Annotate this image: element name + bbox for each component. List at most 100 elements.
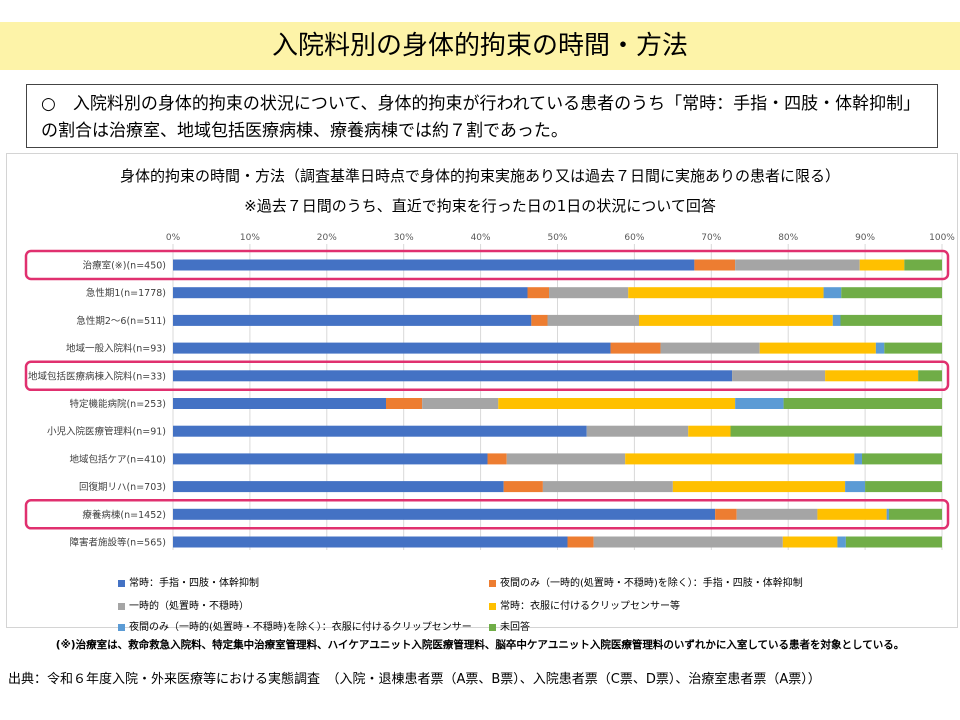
footnote: (※)治療室は、救命救急入院料、特定集中治療室管理料、ハイケアユニット入院医療管… — [55, 639, 905, 651]
category-label: 特定機能病院(n=253) — [69, 398, 166, 410]
x-tick-label: 70% — [701, 233, 721, 243]
bar-segment — [628, 287, 824, 299]
x-tick-label: 50% — [547, 233, 567, 243]
bar-segment — [732, 370, 826, 382]
bar-segment — [736, 508, 818, 520]
legend-item: 夜間のみ（一時的(処置時・不穏時)を除く）：手指・四肢・体幹抑制 — [489, 574, 803, 589]
bar-segment — [845, 481, 866, 493]
bar-segment — [845, 536, 942, 548]
bar-segment — [886, 508, 889, 520]
category-label: 急性期1(n=1778) — [86, 287, 166, 299]
bar-segment — [586, 425, 689, 437]
bar-segment — [549, 287, 629, 299]
legend-swatch — [118, 602, 125, 610]
legend-item: 一時的（処置時・不穏時） — [118, 597, 249, 612]
legend-item: 常時：衣服に付けるクリップセンサー等 — [489, 597, 680, 612]
category-label: 回復期リハ(n=703) — [79, 481, 166, 493]
bar-segment — [639, 314, 833, 326]
legend-swatch — [489, 579, 496, 587]
bar-segment — [173, 370, 733, 382]
category-label: 地域包括ケア(n=410) — [69, 453, 166, 465]
bar-segment — [888, 508, 942, 520]
bar-segment — [173, 536, 568, 548]
bar-segment — [173, 287, 528, 299]
bar-segment — [173, 508, 716, 520]
legend-label: 常時：衣服に付けるクリップセンサー等 — [500, 601, 680, 612]
x-tick-label: 20% — [317, 233, 337, 243]
chart-title: 身体的拘束の時間・方法（調査基準日時点で身体的拘束実施あり又は過去７日間に実施あ… — [119, 167, 840, 185]
x-tick-label: 100% — [929, 233, 955, 243]
highlight-frame — [24, 360, 950, 392]
x-tick-label: 0% — [166, 233, 181, 243]
bar-segment — [825, 370, 919, 382]
category-label: 治療室(※)(n=450) — [83, 260, 166, 272]
bar-segment — [837, 536, 846, 548]
bar-segment — [854, 453, 863, 465]
bar-segment — [759, 342, 876, 354]
legend-swatch — [118, 579, 125, 587]
bar-segment — [862, 453, 942, 465]
bar-segment — [173, 398, 387, 409]
bar-segment — [865, 481, 942, 493]
summary-box: ○ 入院料別の身体的拘束の状況について、身体的拘束が行われている患者のうち「常時… — [26, 84, 938, 148]
bar-segment — [506, 453, 626, 465]
bar-segment — [904, 259, 942, 271]
legend-label: 未回答 — [500, 622, 530, 633]
title-band — [0, 22, 960, 70]
highlight-frame — [24, 499, 950, 530]
bar-segment — [918, 370, 942, 382]
bar-segment — [547, 314, 640, 326]
bar-segment — [422, 398, 499, 409]
bar-segment — [498, 398, 736, 409]
category-label: 療養病棟(n=1452) — [82, 509, 166, 521]
category-label: 地域一般入院料(n=93) — [66, 343, 166, 355]
bar-segment — [386, 398, 423, 409]
category-label: 地域包括医療病棟入院料(n=33) — [28, 370, 166, 382]
bar-segment — [593, 536, 783, 548]
bar-segment — [173, 481, 504, 493]
legend-swatch — [489, 623, 496, 631]
bar-segment — [173, 342, 611, 354]
legend-item: 夜間のみ（一時的(処置時・不穏時)を除く）：衣服に付けるクリップセンサー — [118, 618, 472, 633]
x-tick-label: 60% — [624, 233, 644, 243]
x-tick-label: 10% — [240, 233, 260, 243]
bar-segment — [841, 287, 942, 299]
bar-segment — [531, 314, 548, 326]
legend-swatch — [489, 602, 496, 610]
legend-item: 常時：手指・四肢・体幹抑制 — [118, 574, 259, 589]
chart-subtitle: ※過去７日間のうち、直近で拘束を行った日の1日の状況について回答 — [244, 197, 716, 215]
legend-item: 未回答 — [489, 618, 530, 633]
chart-area — [6, 153, 958, 628]
bar-segment — [173, 259, 695, 271]
bar-segment — [672, 481, 846, 493]
legend-swatch — [118, 623, 125, 631]
category-label: 急性期2～6(n=511) — [76, 315, 166, 327]
bar-segment — [567, 536, 594, 548]
bar-segment — [730, 425, 942, 437]
bar-segment — [660, 342, 760, 354]
bar-segment — [503, 481, 543, 493]
legend-label: 常時：手指・四肢・体幹抑制 — [129, 578, 259, 589]
x-tick-label: 90% — [855, 233, 875, 243]
bar-segment — [735, 259, 860, 271]
bar-segment — [527, 287, 550, 299]
bar-segment — [625, 453, 855, 465]
bar-segment — [487, 453, 507, 465]
bar-segment — [840, 314, 942, 326]
bar-segment — [832, 314, 841, 326]
x-tick-label: 40% — [471, 233, 491, 243]
bar-segment — [783, 398, 942, 409]
highlight-frame — [24, 249, 950, 281]
bar-segment — [859, 259, 905, 271]
x-tick-label: 80% — [778, 233, 798, 243]
legend-label: 一時的（処置時・不穏時） — [129, 601, 249, 612]
bar-segment — [610, 342, 661, 354]
legend-label: 夜間のみ（一時的(処置時・不穏時)を除く）：手指・四肢・体幹抑制 — [500, 578, 803, 589]
bar-segment — [173, 453, 488, 465]
bar-segment — [875, 342, 885, 354]
bar-segment — [694, 259, 736, 271]
category-label: 障害者施設等(n=565) — [69, 537, 166, 549]
bar-segment — [735, 398, 784, 409]
category-label: 小児入院医療管理料(n=91) — [47, 426, 166, 438]
